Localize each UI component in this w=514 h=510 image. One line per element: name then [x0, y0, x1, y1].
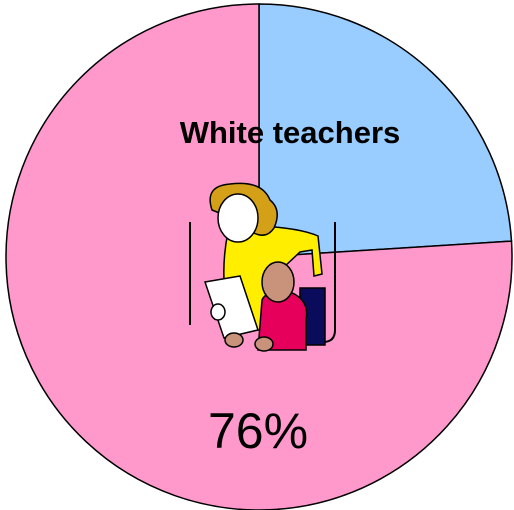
slice-label: White teachers [180, 115, 401, 150]
chart: White teachers 76% [0, 0, 514, 510]
value-label: 76% [208, 403, 308, 459]
